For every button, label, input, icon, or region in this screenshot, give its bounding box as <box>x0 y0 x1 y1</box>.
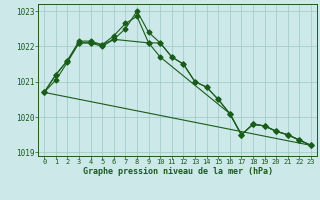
X-axis label: Graphe pression niveau de la mer (hPa): Graphe pression niveau de la mer (hPa) <box>83 167 273 176</box>
